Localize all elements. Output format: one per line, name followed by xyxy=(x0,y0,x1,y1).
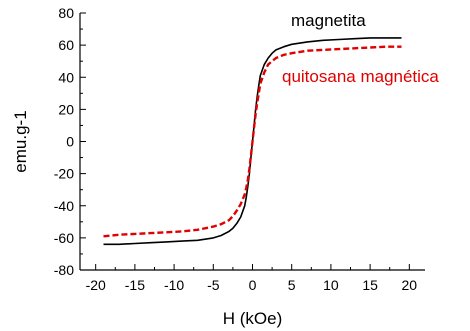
x-tick-label: 5 xyxy=(288,277,296,293)
series-line-quitosana-magnetica xyxy=(103,45,402,238)
x-tick-label: -10 xyxy=(164,277,184,293)
x-tick-label: 20 xyxy=(402,277,418,293)
y-tick-label: 20 xyxy=(58,101,74,117)
y-tick-label: -80 xyxy=(54,262,74,278)
x-tick-label: -20 xyxy=(86,277,106,293)
y-tick-label: -40 xyxy=(54,198,74,214)
axis-ticks: -80 -60 -40 -20 0 20 40 60 80 -20 -15 -10 -5 0 5 10 15 20 xyxy=(54,5,418,293)
y-axis-title: emu.g-1 xyxy=(11,110,30,172)
y-tick-label: 80 xyxy=(58,5,74,21)
series-lines xyxy=(103,37,402,246)
y-tick-label: 60 xyxy=(58,37,74,53)
y-tick-label: 40 xyxy=(58,69,74,85)
chart-labels: magnetita quitosana magnética H (kOe) emu.g… xyxy=(11,11,439,328)
series-label-quitosana-magnetica: quitosana magnética xyxy=(282,67,439,86)
series-label-magnetita: magnetita xyxy=(291,11,366,30)
y-tick-label: 0 xyxy=(66,134,74,150)
x-tick-label: -15 xyxy=(125,277,145,293)
x-tick-label: -5 xyxy=(207,277,220,293)
x-tick-label: 0 xyxy=(249,277,257,293)
y-tick-label: -60 xyxy=(54,230,74,246)
x-tick-label: 15 xyxy=(362,277,378,293)
x-axis-title: H (kOe) xyxy=(223,309,283,328)
x-tick-label: 10 xyxy=(323,277,339,293)
y-tick-label: -20 xyxy=(54,166,74,182)
